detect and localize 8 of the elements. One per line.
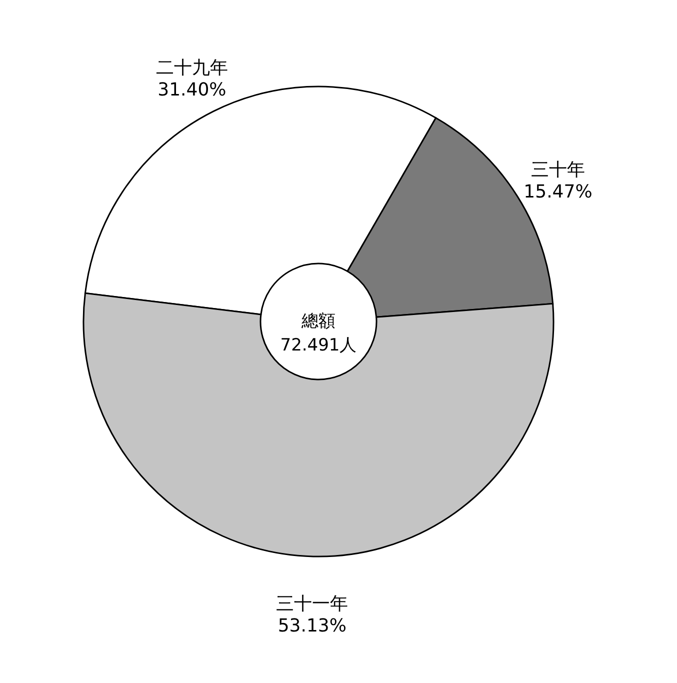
slice-label: 三十一年 [276,593,348,614]
slice-label: 三十年 [530,160,585,181]
slice-label: 二十九年 [156,57,228,78]
data-label: 53.13% [278,615,346,636]
text: 72.491人 [280,336,357,356]
data-label: 31.40% [158,79,226,100]
data-label: 15.47% [524,182,592,203]
text: 總額 [300,312,336,332]
